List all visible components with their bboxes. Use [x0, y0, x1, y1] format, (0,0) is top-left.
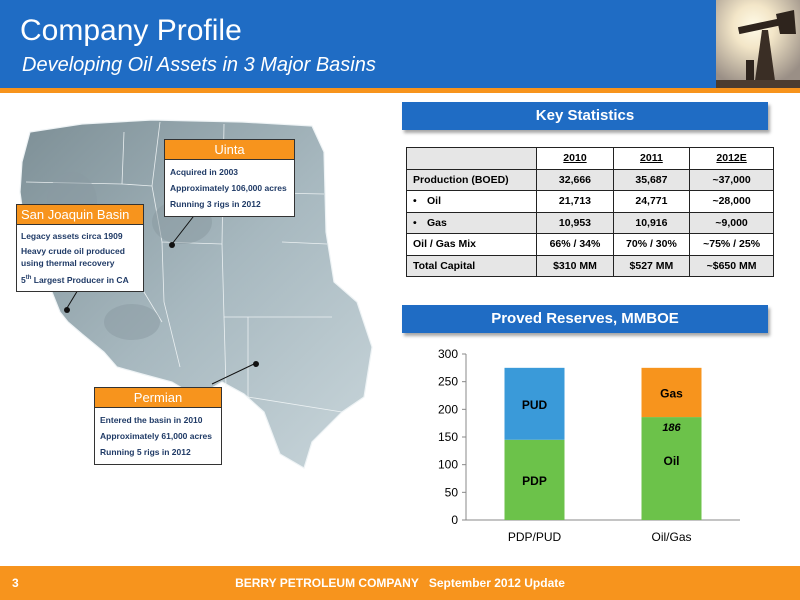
table-cell: ~75% / 25%: [689, 233, 774, 256]
page-title: Company Profile: [20, 14, 242, 47]
table-cell: ~9,000: [689, 211, 774, 234]
table-header-blank: [405, 147, 538, 170]
table-row: • Gas 10,953 10,916 ~9,000: [405, 211, 774, 234]
y-tick-label: 100: [438, 458, 458, 472]
row-label: • Oil: [405, 190, 538, 213]
callout-uinta-line: Approximately 106,000 acres: [170, 183, 287, 193]
table-header-row: 2010 2011 2012E: [405, 147, 774, 170]
table-column-header: 2010: [536, 147, 614, 170]
y-tick-label: 150: [438, 430, 458, 444]
table-row: Oil / Gas Mix 66% / 34% 70% / 30% ~75% /…: [405, 233, 774, 256]
callout-san-joaquin: San Joaquin Basin Legacy assets circa 19…: [16, 204, 144, 292]
page-number: 3: [12, 576, 19, 590]
callout-uinta-line: Running 3 rigs in 2012: [170, 199, 261, 209]
callout-uinta-line: Acquired in 2003: [170, 167, 239, 177]
footer-text: BERRY PETROLEUM COMPANY September 2012 U…: [0, 576, 800, 590]
x-category-label: PDP/PUD: [508, 530, 562, 544]
callout-permian: Permian Entered the basin in 2010 Approx…: [94, 387, 222, 465]
segment-name-label: Gas: [660, 386, 683, 400]
footer-date: September 2012 Update: [428, 576, 565, 590]
table-cell: 70% / 30%: [612, 233, 691, 256]
y-tick-label: 300: [438, 347, 458, 361]
bar-segment-pdp: [504, 439, 565, 520]
table-cell: 10,916: [612, 211, 691, 234]
bar-segment-pud: [504, 367, 565, 440]
segment-name-label: Oil: [663, 454, 679, 468]
callout-san-joaquin-title: San Joaquin Basin: [17, 205, 143, 225]
chart-bars: PDP PUD PDP/PUD Oil 186 Gas Oil/Gas: [504, 367, 702, 544]
bar-segment-gas: [641, 367, 702, 418]
footer-company: BERRY PETROLEUM COMPANY: [235, 576, 419, 590]
proved-reserves-chart: 0 50 100 150 200 250 300 PDP PUD PDP/PUD Oil 186 Ga…: [438, 347, 740, 544]
table-cell: 21,713: [536, 190, 614, 213]
y-tick-label: 50: [445, 485, 459, 499]
bar-segment-oil: [641, 417, 702, 520]
row-label: Production (BOED): [405, 168, 538, 191]
callout-san-joaquin-line: Legacy assets circa 1909: [21, 231, 123, 241]
callout-san-joaquin-line: Heavy crude oil produced using thermal r…: [21, 246, 125, 268]
table-cell: $527 MM: [612, 254, 691, 277]
row-label: • Gas: [405, 211, 538, 234]
row-label: Total Capital: [405, 254, 538, 277]
segment-name-label: PUD: [522, 398, 548, 412]
footer-bar: 3 BERRY PETROLEUM COMPANY September 2012…: [0, 566, 800, 600]
table-column-header: 2011: [612, 147, 691, 170]
y-tick-label: 0: [451, 513, 458, 527]
table-cell: 32,666: [536, 168, 614, 191]
header-banner: Company Profile Developing Oil Assets in…: [0, 0, 800, 88]
callout-permian-title: Permian: [95, 388, 221, 408]
page-subtitle: Developing Oil Assets in 3 Major Basins: [22, 54, 376, 76]
key-statistics-table: 2010 2011 2012E Production (BOED) 32,666…: [405, 147, 774, 277]
row-label: Oil / Gas Mix: [405, 233, 538, 256]
table-cell: $310 MM: [536, 254, 614, 277]
chart-axes: 0 50 100 150 200 250 300: [438, 347, 740, 527]
proved-reserves-title: Proved Reserves, MMBOE: [402, 305, 768, 333]
callout-uinta-title: Uinta: [165, 140, 294, 160]
key-statistics-title: Key Statistics: [402, 102, 768, 130]
table-cell: ~$650 MM: [689, 254, 774, 277]
x-category-label: Oil/Gas: [651, 530, 691, 544]
table-cell: ~28,000: [689, 190, 774, 213]
header-accent-rule: [0, 88, 800, 93]
segment-name-label: PDP: [522, 474, 547, 488]
y-tick-label: 200: [438, 402, 458, 416]
callout-permian-line: Entered the basin in 2010: [100, 415, 203, 425]
table-column-header: 2012E: [689, 147, 774, 170]
y-tick-label: 250: [438, 375, 458, 389]
table-cell: 35,687: [612, 168, 691, 191]
table-cell: ~37,000: [689, 168, 774, 191]
table-row: Production (BOED) 32,666 35,687 ~37,000: [405, 168, 774, 191]
table-row: • Oil 21,713 24,771 ~28,000: [405, 190, 774, 213]
table-row: Total Capital $310 MM $527 MM ~$650 MM: [405, 254, 774, 277]
oil-pump-photo: [716, 0, 800, 88]
table-cell: 24,771: [612, 190, 691, 213]
callout-uinta: Uinta Acquired in 2003 Approximately 106…: [164, 139, 295, 217]
table-cell: 66% / 34%: [536, 233, 614, 256]
callout-san-joaquin-rank: 5th Largest Producer in CA: [21, 274, 129, 285]
data-label: 186: [662, 422, 681, 434]
callout-permian-line: Approximately 61,000 acres: [100, 431, 212, 441]
table-cell: 10,953: [536, 211, 614, 234]
callout-permian-line: Running 5 rigs in 2012: [100, 447, 191, 457]
